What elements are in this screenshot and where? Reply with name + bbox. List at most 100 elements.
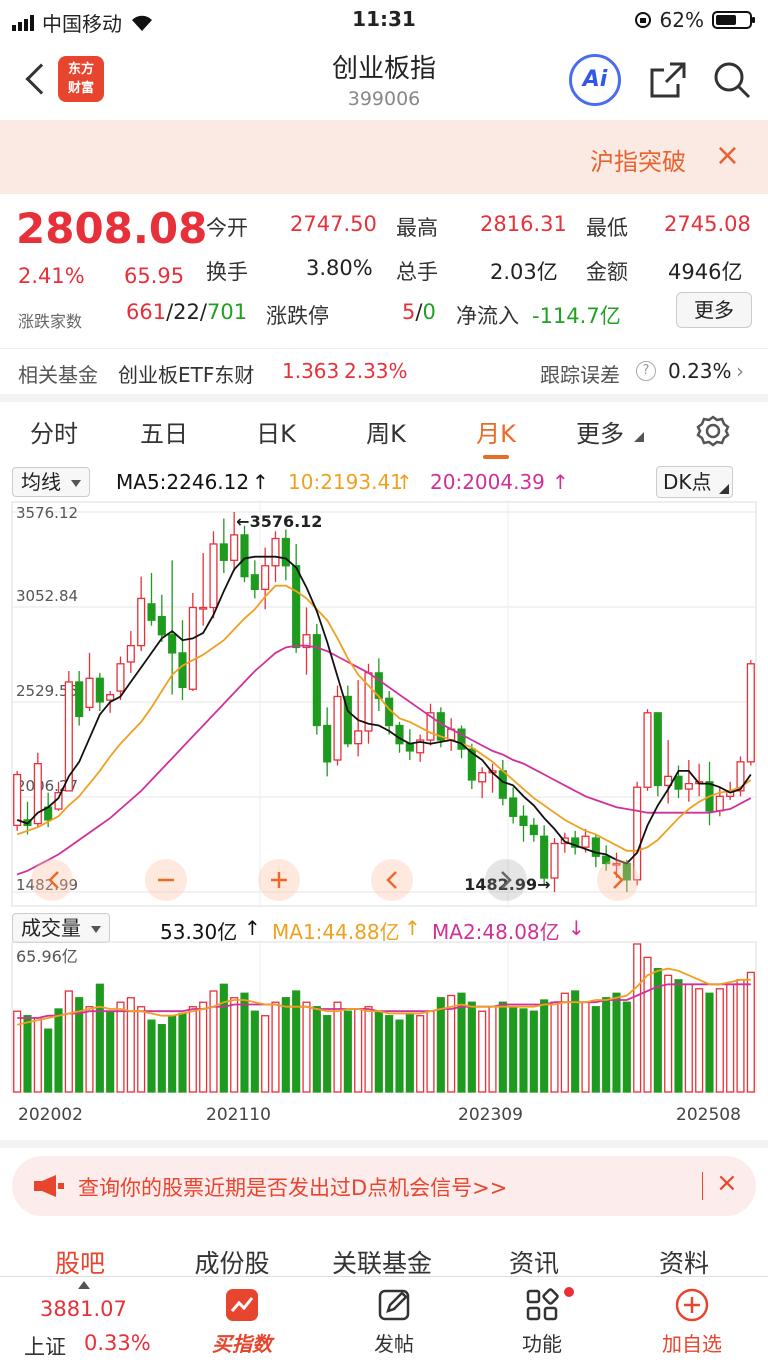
fund-price: 1.363 xyxy=(282,359,340,383)
banner-text[interactable]: 沪指突破 xyxy=(590,148,686,176)
volume-bar xyxy=(209,990,218,1093)
tab-daily-k[interactable]: 日K xyxy=(256,420,296,448)
fund-name[interactable]: 创业板ETF东财 xyxy=(118,363,255,387)
chevron-right-double-icon xyxy=(597,859,639,901)
related-fund-row[interactable]: 相关基金 创业板ETF东财 1.363 2.33% 跟踪误差 ? 0.23% › xyxy=(0,348,768,394)
indicator-select[interactable]: 均线 xyxy=(12,467,90,497)
volume-bar xyxy=(550,1001,559,1093)
banner-close-icon[interactable]: × xyxy=(714,138,740,173)
candle xyxy=(13,770,22,831)
volume-bar xyxy=(188,1006,197,1093)
sse-index-value[interactable]: 3881.07 xyxy=(40,1297,127,1321)
candle-body xyxy=(64,681,73,792)
search-icon[interactable] xyxy=(712,60,752,100)
volume-bar xyxy=(498,1001,507,1093)
tab-five-day[interactable]: 五日 xyxy=(140,420,188,448)
help-icon[interactable]: ? xyxy=(636,361,656,381)
volume-bar xyxy=(684,983,693,1093)
chevron-right-icon xyxy=(485,859,527,901)
share-icon[interactable] xyxy=(648,60,688,100)
carrier: 中国移动 xyxy=(12,8,154,37)
volume-bar xyxy=(529,1010,538,1093)
volume-bar xyxy=(240,992,249,1093)
volume-bar xyxy=(250,1010,259,1093)
candle xyxy=(157,594,166,643)
candle xyxy=(385,691,394,735)
ad-text[interactable]: 查询你的股票近期是否发出过D点机会信号>> xyxy=(78,1176,508,1200)
volume-bar xyxy=(85,1006,94,1093)
post-button[interactable]: 发帖 xyxy=(352,1287,436,1357)
x-tick-label: 202309 xyxy=(458,1105,523,1125)
candle-body xyxy=(612,862,621,866)
subtab-profile[interactable]: 资料 xyxy=(658,1249,709,1278)
candle-body xyxy=(261,565,270,591)
chevron-left-double-button[interactable] xyxy=(31,859,73,901)
chevron-right-button[interactable] xyxy=(485,859,527,901)
ma20-label: 20:2004.39 xyxy=(430,470,545,494)
candle xyxy=(374,658,383,711)
sse-index-name[interactable]: 上证 xyxy=(24,1335,66,1359)
volume-bar xyxy=(230,997,239,1093)
candle xyxy=(188,592,197,692)
volume-bar xyxy=(281,997,290,1093)
gear-icon[interactable] xyxy=(696,414,730,448)
divider xyxy=(0,1140,768,1148)
volume-bar xyxy=(364,1006,373,1093)
candle xyxy=(426,703,435,746)
volume-bar xyxy=(333,1001,342,1093)
candle-body xyxy=(240,534,249,578)
add-watchlist-button[interactable]: 加自选 xyxy=(650,1287,734,1357)
volume-bar xyxy=(106,1010,115,1093)
chevron-right-double-button[interactable] xyxy=(597,859,639,901)
bottom-bar: 3881.07 上证 0.33% 买指数 发帖 功能 加自选 xyxy=(0,1276,768,1366)
chevron-right-icon[interactable]: › xyxy=(736,359,744,383)
dk-point-button[interactable]: DK点 xyxy=(656,466,733,498)
netflow-label: 净流入 xyxy=(456,304,519,328)
more-button[interactable]: 更多 xyxy=(676,292,752,328)
sub-tabs: 股吧 成份股 关联基金 资讯 资料 xyxy=(0,1236,768,1278)
subtab-guba[interactable]: 股吧 xyxy=(54,1249,105,1278)
minus-button[interactable] xyxy=(145,859,187,901)
candle-body xyxy=(219,543,228,561)
ad-separator xyxy=(702,1172,703,1200)
candle-body xyxy=(395,724,404,745)
tab-more[interactable]: 更多 xyxy=(576,420,624,448)
candle xyxy=(343,685,352,748)
tab-intraday[interactable]: 分时 xyxy=(30,420,78,448)
candle xyxy=(261,547,270,610)
candle xyxy=(519,805,528,842)
d-point-ad[interactable]: 查询你的股票近期是否发出过D点机会信号>> × xyxy=(12,1156,756,1216)
volume-chart[interactable]: 65.96亿 202002 202110 202309 202508 xyxy=(0,940,768,1140)
candle-body xyxy=(498,770,507,799)
ai-button[interactable]: Ai xyxy=(569,54,621,106)
tab-monthly-k[interactable]: 月K xyxy=(466,414,526,459)
buy-index-button[interactable]: 买指数 xyxy=(200,1287,284,1357)
plus-button[interactable] xyxy=(258,859,300,901)
monthly-k-chart[interactable]: 3576.123052.842529.552006.271482.99←3576… xyxy=(0,500,768,908)
subtab-news[interactable]: 资讯 xyxy=(508,1249,559,1278)
tracking-error-value: 0.23% xyxy=(668,359,732,383)
volume-bar xyxy=(664,974,673,1093)
chevron-left-double-icon-glyph xyxy=(48,871,59,889)
subtab-constituents[interactable]: 成份股 xyxy=(194,1249,270,1278)
limit-values: 5/0 xyxy=(402,300,436,324)
candle-body xyxy=(715,795,724,812)
volume-bar xyxy=(116,1001,125,1093)
volume-bar xyxy=(64,990,73,1093)
tab-weekly-k[interactable]: 周K xyxy=(366,420,406,448)
candle xyxy=(126,631,135,673)
volume-bar xyxy=(695,988,704,1093)
ma-legend-bar: 均线 MA5:2246.12 ↑ 10:2193.41 ↑ 20:2004.39… xyxy=(0,462,768,502)
ad-close-icon[interactable]: × xyxy=(716,1168,738,1198)
notice-banner[interactable]: 沪指突破 × xyxy=(0,120,768,194)
sse-index-percent[interactable]: 0.33% xyxy=(84,1331,151,1355)
chevron-left-button[interactable] xyxy=(371,859,413,901)
candle-body xyxy=(354,730,363,745)
low-value: 2745.08 xyxy=(664,212,751,236)
vol-ma1-up-arrow: ↑ xyxy=(404,916,421,940)
candle-body xyxy=(571,837,580,848)
functions-button[interactable]: 功能 xyxy=(500,1287,584,1357)
subtab-related-funds[interactable]: 关联基金 xyxy=(331,1249,432,1278)
volume-indicator-select[interactable]: 成交量 xyxy=(12,913,110,943)
candle xyxy=(230,512,239,572)
